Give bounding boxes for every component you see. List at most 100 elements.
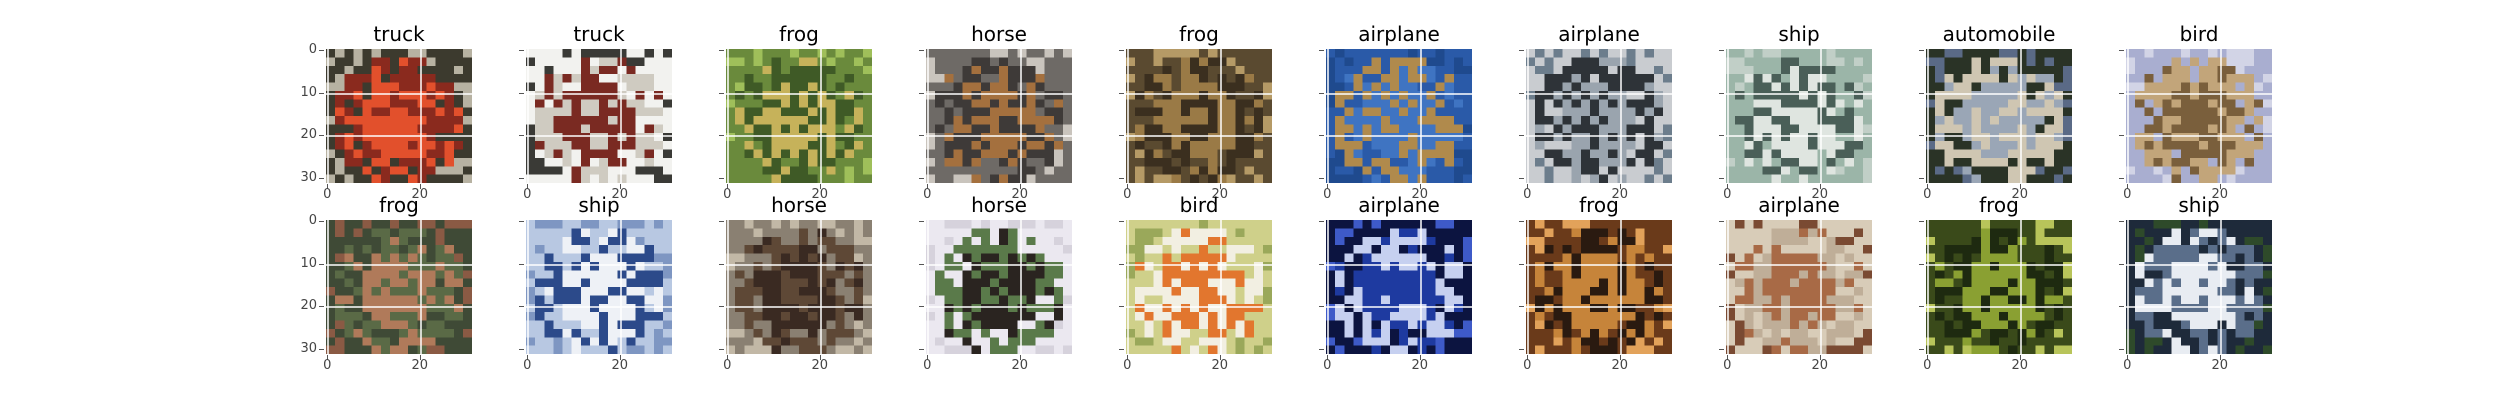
x-tick-label: 20 xyxy=(2211,358,2229,373)
grid-line xyxy=(1926,306,2072,309)
image-panel: frog 0 20 xyxy=(1119,22,1273,202)
grid-line xyxy=(619,220,622,354)
grid-line xyxy=(527,49,530,183)
y-tick-label: 20 xyxy=(300,127,317,143)
x-tick-label: 0 xyxy=(723,187,732,202)
grid-line xyxy=(1526,263,1672,266)
y-tick-mark xyxy=(1519,348,1524,350)
x-tick-mark xyxy=(1819,355,1821,360)
image-panel: horse 0 20 xyxy=(919,22,1073,202)
panel-title: airplane xyxy=(1358,193,1440,217)
x-tick-label: 0 xyxy=(723,358,732,373)
panel-title: airplane xyxy=(1758,193,1840,217)
grid-line xyxy=(926,135,1072,138)
x-tick-mark xyxy=(1419,355,1421,360)
y-tick-mark xyxy=(1519,92,1524,94)
grid-line xyxy=(2219,49,2222,183)
image-panel: ship 0 20 xyxy=(519,193,673,373)
y-tick-label: 10 xyxy=(300,255,317,271)
grid-line xyxy=(419,220,422,354)
y-tick-mark xyxy=(519,348,524,350)
panel-title: airplane xyxy=(1558,22,1640,46)
grid-line xyxy=(1219,220,1222,354)
x-tick-mark xyxy=(1019,355,1021,360)
frog-photo-icon xyxy=(1525,219,1673,355)
x-tick-label: 0 xyxy=(1323,187,1332,202)
x-tick-mark xyxy=(1927,355,1929,360)
y-tick-mark xyxy=(1719,177,1724,179)
grid-line xyxy=(1127,220,1130,354)
grid-line xyxy=(926,92,1072,95)
image-panel: airplane 0 20 xyxy=(1719,193,1873,373)
x-tick-label: 20 xyxy=(1211,358,1229,373)
panel-title: bird xyxy=(1179,193,1219,217)
x-tick-label: 20 xyxy=(1011,187,1029,202)
horse-photo-icon xyxy=(925,219,1073,355)
grid-line xyxy=(1927,49,1930,183)
grid-line xyxy=(526,306,672,309)
grid-line xyxy=(1326,263,1472,266)
grid-line xyxy=(1019,220,1022,354)
panel-title: truck xyxy=(573,22,625,46)
grid-line xyxy=(527,220,530,354)
image-panel: truck 0 10 20 30 0 20 xyxy=(300,22,473,202)
grid-line xyxy=(1619,220,1622,354)
grid-line xyxy=(1326,135,1472,138)
y-tick-mark xyxy=(719,135,724,137)
airplane-photo-icon xyxy=(1325,219,1473,355)
panel-title: horse xyxy=(971,22,1027,46)
airplane-photo-icon xyxy=(1325,48,1473,184)
airplane-photo-icon xyxy=(1525,48,1673,184)
x-tick-label: 20 xyxy=(1011,358,1029,373)
image-panel: frog 0 10 20 30 0 20 xyxy=(300,193,473,373)
y-tick-mark xyxy=(2119,177,2124,179)
panel-title: automobile xyxy=(1942,22,2056,46)
grid-line xyxy=(1526,135,1672,138)
x-tick-label: 0 xyxy=(1523,358,1532,373)
grid-line xyxy=(926,306,1072,309)
x-tick-mark xyxy=(1019,184,1021,189)
y-tick-mark xyxy=(1519,263,1524,265)
y-tick-mark xyxy=(319,135,324,137)
grid-line xyxy=(1727,220,1730,354)
x-tick-label: 0 xyxy=(523,187,532,202)
image-panel: ship 0 20 xyxy=(2119,193,2273,373)
x-tick-label: 0 xyxy=(2123,358,2132,373)
grid-line xyxy=(1126,306,1272,309)
y-tick-mark xyxy=(2119,306,2124,308)
airplane-photo-icon xyxy=(1725,219,1873,355)
y-tick-mark xyxy=(1919,92,1924,94)
truck-photo-icon xyxy=(325,48,473,184)
x-tick-label: 0 xyxy=(2123,187,2132,202)
y-tick-mark xyxy=(1719,135,1724,137)
y-tick-mark xyxy=(719,177,724,179)
grid-line xyxy=(1327,49,1330,183)
x-tick-label: 0 xyxy=(1323,358,1332,373)
grid-line xyxy=(1526,92,1672,95)
y-tick-mark xyxy=(1519,306,1524,308)
grid-line xyxy=(2126,263,2272,266)
grid-line xyxy=(1326,306,1472,309)
grid-line xyxy=(1819,49,1822,183)
x-tick-label: 20 xyxy=(1211,187,1229,202)
y-tick-mark xyxy=(1319,306,1324,308)
x-tick-mark xyxy=(1527,184,1529,189)
y-tick-mark xyxy=(519,306,524,308)
x-tick-label: 20 xyxy=(2211,187,2229,202)
x-tick-mark xyxy=(419,355,421,360)
x-tick-label: 20 xyxy=(1411,187,1429,202)
x-tick-label: 20 xyxy=(611,358,629,373)
grid-line xyxy=(2019,49,2022,183)
y-tick-mark xyxy=(1919,135,1924,137)
x-tick-mark xyxy=(1127,184,1129,189)
x-tick-label: 20 xyxy=(1811,358,1829,373)
y-tick-label: 0 xyxy=(308,213,317,229)
image-panel: ship 0 20 xyxy=(1719,22,1873,202)
grid-line xyxy=(726,306,872,309)
y-tick-mark xyxy=(2119,348,2124,350)
x-tick-mark xyxy=(819,355,821,360)
image-panel: automobile 0 20 xyxy=(1919,22,2073,202)
x-tick-mark xyxy=(327,355,329,360)
x-tick-mark xyxy=(2019,184,2021,189)
